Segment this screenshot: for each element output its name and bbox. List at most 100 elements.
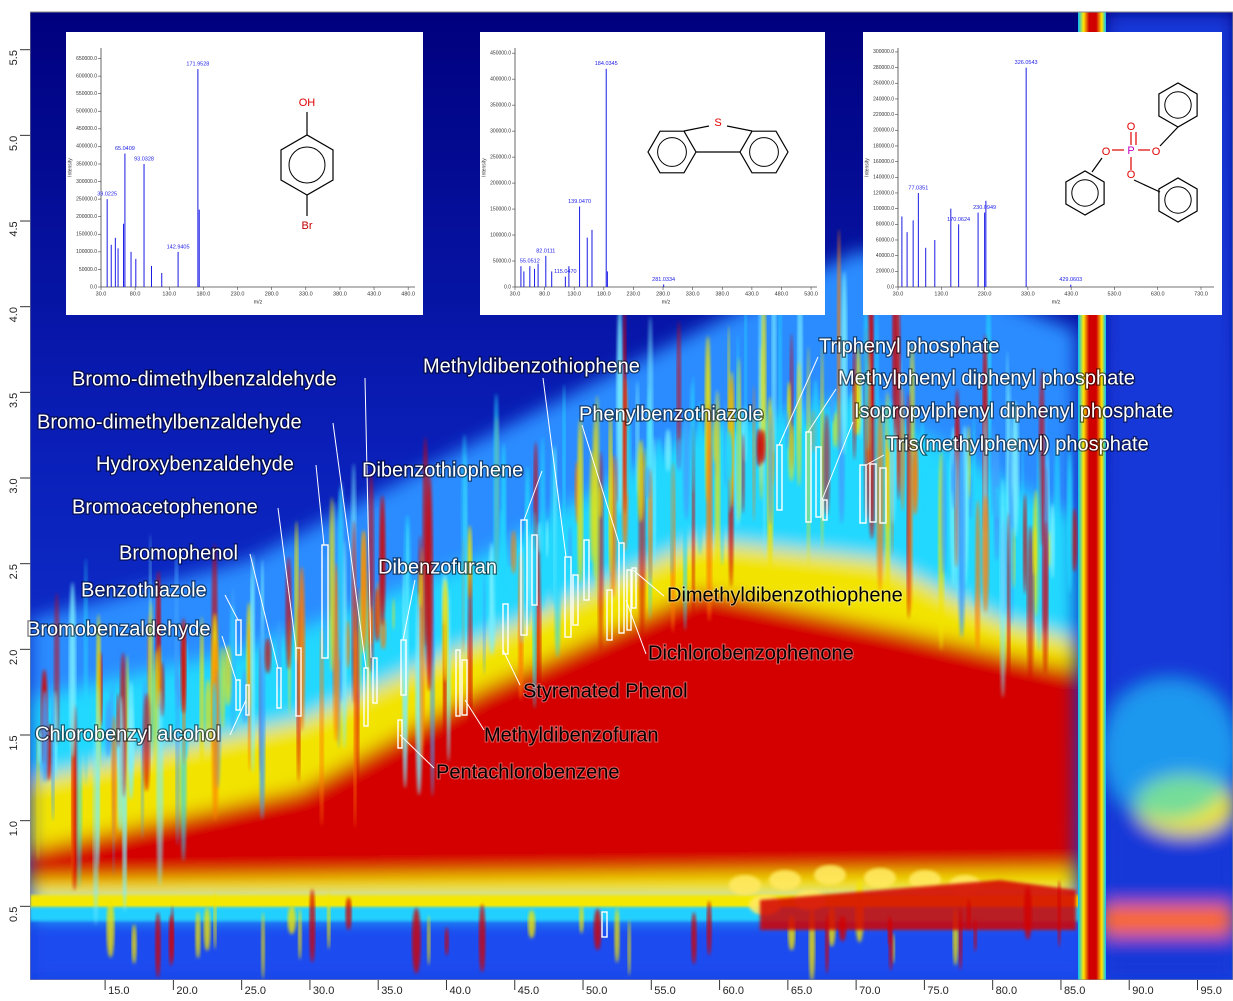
annotation-label: Bromophenol: [119, 542, 238, 564]
streak: [1023, 494, 1027, 594]
y-tick-label: 250000.0: [490, 154, 511, 160]
streak: [598, 485, 603, 518]
streak: [175, 681, 179, 845]
streak: [1033, 526, 1037, 576]
streak: [951, 463, 955, 494]
streak: [511, 530, 516, 574]
y-tick-label: 100000.0: [76, 249, 97, 255]
y-tick-label: 500000.0: [76, 109, 97, 115]
streak: [345, 897, 351, 930]
atom-label: P: [1127, 145, 1134, 157]
streak: [589, 450, 595, 562]
blob: [864, 868, 896, 888]
streak: [527, 533, 531, 608]
streak: [171, 906, 174, 961]
x-tick-label: 50.0: [586, 985, 607, 996]
annotation-label: Pentachlorobenzene: [436, 761, 619, 783]
x-tick-label: 530.0: [804, 291, 818, 297]
x-tick-label: 70.0: [859, 985, 880, 996]
streak: [665, 429, 671, 472]
y-tick-label: 0.5: [8, 907, 20, 922]
annotation-label: Triphenyl phosphate: [819, 335, 1000, 357]
y-tick-label: 1.5: [8, 735, 20, 750]
peak-label: 170.0624: [947, 217, 970, 223]
inset: 30.080.0130.0180.0230.0280.0330.0380.043…: [480, 32, 825, 315]
streak: [132, 924, 137, 964]
x-tick-label: 95.0: [1200, 985, 1221, 996]
annotation-label: Dimethyldibenzothiophene: [667, 584, 903, 606]
x-tick-label: 380.0: [715, 291, 729, 297]
atom-label: O: [1127, 169, 1136, 181]
x-tick-label: 280.0: [656, 291, 670, 297]
x-tick-label: 230.0: [978, 291, 992, 297]
x-tick-label: 60.0: [723, 985, 744, 996]
y-tick-label: 550000.0: [76, 91, 97, 97]
streak: [499, 508, 505, 596]
y-tick-label: 0.0: [504, 284, 511, 290]
peak-label: 77.0351: [908, 185, 928, 191]
streak: [97, 686, 100, 867]
y-tick-label: 250000.0: [76, 196, 97, 202]
streak: [323, 552, 327, 656]
peak-label: 115.0470: [554, 269, 577, 275]
streak: [106, 899, 114, 958]
streak: [797, 361, 802, 487]
x-tick-label: 25.0: [245, 985, 266, 996]
streak: [309, 889, 315, 963]
y-tick-label: 200000.0: [76, 214, 97, 220]
streak: [670, 464, 673, 574]
peak-label: 65.0409: [115, 146, 135, 152]
y-tick-label: 80000.0: [876, 222, 894, 228]
streak: [768, 412, 773, 525]
streak: [442, 579, 448, 682]
streak: [841, 271, 847, 455]
streak: [445, 927, 449, 955]
x-tick-label: 20.0: [176, 985, 197, 996]
streak: [354, 628, 358, 695]
atom-label: O: [1152, 146, 1161, 158]
y-tick-label: 4.0: [8, 307, 20, 322]
annotation-label: Methyldibenzofuran: [484, 724, 659, 746]
y-tick-label: 2.5: [8, 564, 20, 579]
x-tick-label: 330.0: [686, 291, 700, 297]
streak: [329, 497, 334, 672]
y-tick-label: 450000.0: [76, 126, 97, 132]
x-tick-label: 15.0: [108, 985, 129, 996]
streak: [614, 908, 619, 963]
y-tick-label: 150000.0: [490, 206, 511, 212]
y-axis-label: Intensity: [481, 158, 487, 177]
streak: [493, 393, 499, 616]
x-axis-label: m/z: [1052, 299, 1061, 305]
x-tick-label: 130.0: [934, 291, 948, 297]
streak: [219, 646, 225, 729]
y-tick-label: 150000.0: [76, 232, 97, 238]
streak: [577, 419, 583, 584]
atom-label: OH: [299, 97, 316, 109]
x-axis-label: m/z: [662, 299, 671, 305]
y-tick-label: 120000.0: [873, 190, 894, 196]
streak: [788, 424, 795, 481]
streak: [155, 912, 161, 977]
streak: [594, 909, 602, 951]
x-tick-label: 45.0: [518, 985, 539, 996]
streak: [923, 449, 928, 520]
x-tick-label: 85.0: [1064, 985, 1085, 996]
streak: [609, 410, 613, 574]
streak: [1037, 436, 1042, 651]
peak-label: 184.0345: [595, 61, 618, 67]
peak-label: 281.0334: [652, 277, 675, 283]
figure: 15.020.025.030.035.040.045.050.055.060.0…: [0, 0, 1233, 996]
streak: [412, 908, 421, 974]
streak: [644, 466, 651, 498]
peak-label: 39.0225: [97, 192, 117, 198]
streak: [288, 906, 296, 934]
x-tick-label: 30.0: [313, 985, 334, 996]
streak: [468, 569, 473, 774]
inset-panel: [863, 32, 1222, 315]
streak: [908, 435, 913, 612]
annotation-label: Styrenated Phenol: [523, 680, 688, 702]
streak: [579, 905, 584, 934]
annotation-label: Methyldibenzothiophene: [423, 355, 640, 377]
x-tick-label: 380.0: [333, 291, 347, 297]
y-tick-label: 200000.0: [873, 128, 894, 134]
